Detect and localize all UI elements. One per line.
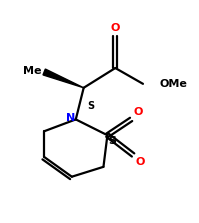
Text: S: S [108, 136, 116, 146]
Text: O: O [133, 107, 142, 118]
Polygon shape [43, 69, 84, 88]
Text: N: N [65, 114, 75, 123]
Text: O: O [111, 23, 120, 33]
Text: Me: Me [23, 66, 41, 76]
Text: O: O [135, 157, 144, 167]
Text: S: S [88, 101, 95, 111]
Text: OMe: OMe [160, 79, 188, 89]
